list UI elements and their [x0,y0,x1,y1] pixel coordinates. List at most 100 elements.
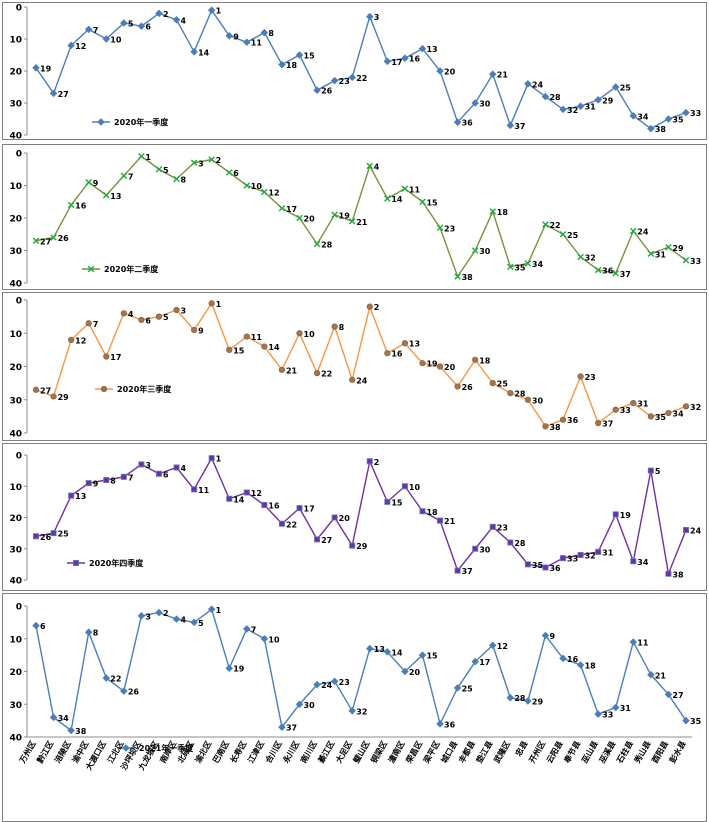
data-label: 6 [163,470,169,479]
data-point [383,57,392,66]
data-label: 28 [321,241,333,250]
data-label: 16 [567,655,579,664]
y-tick-label: 40 [9,577,22,587]
data-label: 15 [426,652,438,661]
data-label: 25 [497,380,509,389]
data-label: 14 [391,195,403,204]
data-label: 4 [374,163,380,172]
data-point [366,12,374,21]
data-point [472,545,479,552]
data-point [120,19,128,27]
data-label: 9 [93,480,99,489]
data-point [138,461,145,468]
y-tick-label: 40 [9,734,22,744]
data-label: 21 [286,366,298,375]
data-label: 18 [286,61,298,70]
data-label: 30 [479,247,491,256]
data-point [278,723,286,731]
data-label: 4 [128,310,134,319]
data-label: 27 [321,536,332,545]
data-label: 38 [655,125,667,134]
data-label: 13 [426,45,437,54]
data-point [348,217,356,225]
data-label: 12 [75,42,86,51]
data-label: 8 [110,477,116,486]
data-point [507,263,514,271]
data-label: 3 [198,159,204,168]
data-label: 24 [356,376,368,385]
data-label: 37 [462,567,473,576]
data-label: 14 [391,648,403,657]
data-label: 12 [497,642,508,651]
data-point [524,561,531,568]
data-label: 10 [110,36,122,45]
data-label: 37 [602,420,613,429]
data-label: 14 [198,48,210,57]
data-label: 29 [532,697,544,706]
data-label: 4 [181,464,187,473]
legend-marker [87,265,95,273]
data-point [120,687,128,695]
data-point [32,621,40,630]
data-point [330,677,339,686]
data-point [102,674,111,682]
data-point [173,175,180,183]
data-point [629,112,638,120]
data-point [454,273,461,280]
data-label: 33 [620,406,631,415]
data-point [629,638,638,646]
data-point [559,105,567,114]
data-label: 11 [251,39,263,48]
panel-frame [2,144,707,290]
data-point [191,486,198,493]
data-label: 16 [75,202,87,211]
data-label: 8 [181,176,187,185]
data-point [173,464,180,471]
data-label: 38 [549,423,561,432]
data-label: 12 [268,189,279,198]
data-label: 26 [321,87,333,96]
data-label: 6 [233,169,239,178]
data-point [208,300,215,307]
data-point [559,230,567,238]
data-point [401,667,409,676]
data-point [524,80,532,88]
data-label: 20 [444,68,456,77]
data-label: 17 [479,658,490,667]
data-point [190,618,198,627]
data-point [595,548,602,555]
data-point [172,615,181,623]
data-point [190,159,198,167]
data-point [32,64,40,72]
legend-label: 2020年三季度 [117,384,172,394]
data-label: 36 [549,564,561,573]
data-point [243,38,251,46]
data-label: 30 [479,100,491,109]
data-label: 34 [672,410,684,419]
data-label: 13 [75,492,86,501]
data-label: 32 [585,552,596,561]
data-point [401,340,409,347]
data-label: 8 [339,323,345,332]
data-label: 37 [620,270,631,279]
data-point [313,680,321,689]
data-label: 21 [497,71,509,80]
data-point [437,517,444,524]
data-label: 5 [163,313,169,322]
data-label: 20 [444,363,456,372]
data-label: 1 [216,455,222,464]
data-point [366,644,374,653]
data-label: 9 [93,179,99,188]
data-label: 23 [339,77,350,86]
data-label: 28 [549,93,561,102]
data-label: 22 [286,520,297,529]
data-label: 11 [251,333,263,342]
data-point [278,204,286,212]
data-point [243,625,251,633]
data-point [313,370,321,377]
data-point [208,455,215,462]
data-point [278,366,286,373]
y-tick-label: 20 [9,514,22,524]
data-point [418,44,427,53]
